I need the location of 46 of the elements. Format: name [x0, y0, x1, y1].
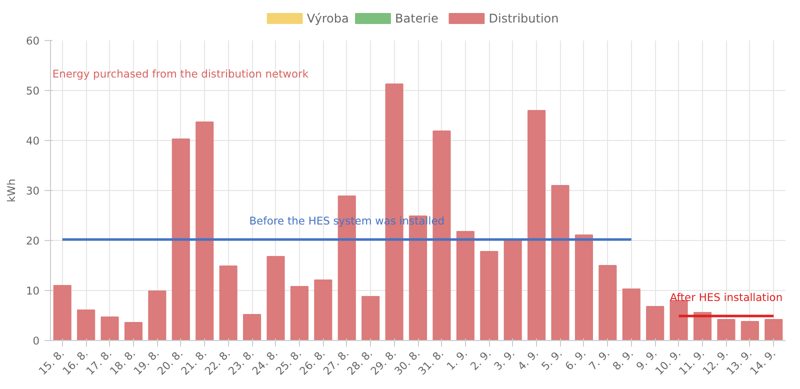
bar: [362, 296, 380, 340]
legend-label: Výroba: [306, 12, 349, 26]
annotation: Energy purchased from the distribution network: [52, 68, 310, 80]
bar: [290, 286, 308, 340]
y-tick-label: 50: [26, 84, 40, 98]
bar: [172, 138, 190, 340]
x-tick-label: 1. 9.: [444, 346, 470, 373]
bar: [196, 122, 214, 340]
bar: [528, 110, 546, 340]
bar: [148, 290, 166, 340]
y-tick-label: 60: [26, 34, 40, 48]
bar: [551, 185, 570, 340]
bar: [622, 288, 640, 340]
bar: [574, 234, 594, 340]
x-tick-label: 7. 9.: [586, 346, 612, 373]
bar: [219, 266, 238, 340]
bar: [242, 314, 262, 340]
y-axis-title: kWh: [4, 178, 18, 202]
bar: [456, 231, 474, 340]
y-tick-label: 30: [26, 184, 40, 198]
bar: [504, 239, 522, 340]
y-tick-label: 0: [32, 334, 40, 348]
bar: [100, 316, 119, 340]
x-tick-label: 6. 9.: [562, 346, 589, 373]
bar: [480, 251, 498, 340]
bar: [53, 285, 72, 340]
legend-label: Distribution: [488, 12, 559, 26]
bar: [740, 321, 759, 340]
y-tick-label: 40: [26, 134, 40, 148]
bar: [717, 319, 736, 340]
y-tick-label: 20: [26, 234, 40, 248]
y-tick-label: 10: [26, 284, 40, 298]
bar: [77, 310, 96, 340]
x-tick-label: 5. 9.: [538, 346, 565, 373]
legend-label: Baterie: [395, 12, 438, 26]
bar: [598, 265, 617, 340]
x-tick-label: 4. 9.: [515, 346, 542, 373]
bar: [314, 280, 332, 340]
bar: [670, 300, 688, 340]
bar: [124, 322, 143, 340]
x-tick-label: 2. 9.: [468, 346, 494, 373]
bar: [764, 319, 783, 340]
x-tick-label: 8. 9.: [610, 346, 636, 373]
x-tick-label: 3. 9.: [491, 346, 518, 373]
bar: [646, 306, 664, 340]
bar: [266, 256, 285, 340]
